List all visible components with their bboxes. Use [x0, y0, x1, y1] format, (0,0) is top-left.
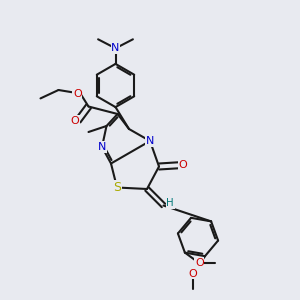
Text: S: S: [113, 181, 121, 194]
Text: N: N: [98, 142, 106, 152]
Text: O: O: [178, 160, 188, 170]
Text: O: O: [189, 268, 197, 279]
Text: O: O: [195, 258, 204, 268]
Text: O: O: [70, 116, 80, 126]
Text: N: N: [111, 43, 120, 53]
Text: N: N: [111, 43, 120, 53]
Text: O: O: [73, 88, 82, 99]
Text: H: H: [166, 198, 174, 208]
Text: N: N: [146, 136, 154, 146]
